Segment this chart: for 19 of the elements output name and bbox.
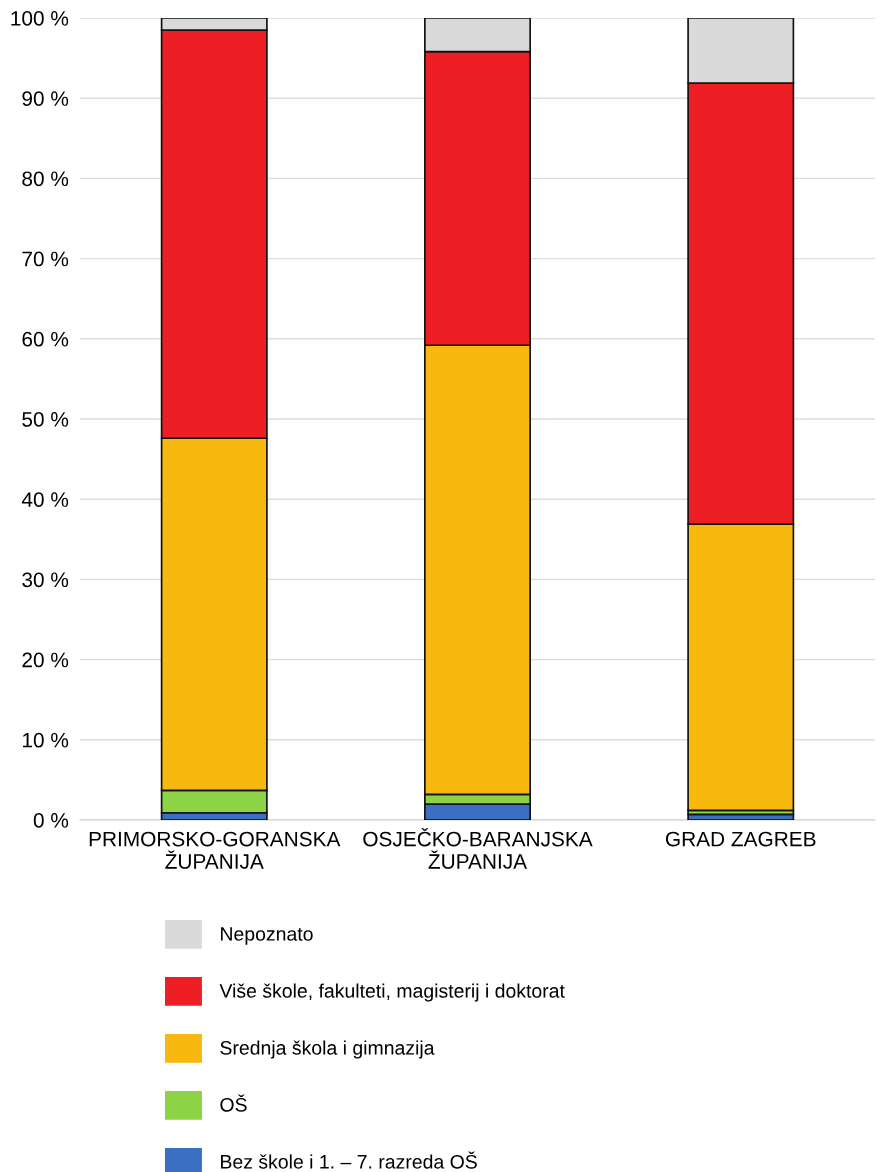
y-tick-label: 40 % [21, 492, 69, 507]
x-tick-label: GRAD ZAGREB [665, 831, 816, 847]
y-tick-label: 50 % [22, 412, 69, 427]
y-tick-label: 30 % [22, 572, 69, 588]
legend-label: Nepoznato [221, 927, 313, 945]
legend-label: OŠ [220, 1094, 247, 1112]
y-tick-label: 60 % [22, 331, 69, 347]
y-tick-label: 20 % [22, 652, 69, 668]
y-tick-label: 0 % [33, 813, 69, 828]
legend-label: Srednja škola i gimnazija [220, 1040, 435, 1059]
legend-label: Bez škole i 1. – 7. razreda OŠ [221, 1151, 477, 1169]
y-tick-label: 90 % [22, 91, 69, 106]
legend-label: Više škole, fakulteti, magisterij i doktorat [219, 983, 565, 1002]
y-tick-label: 80 % [22, 171, 69, 187]
y-tick-label: 70 % [22, 251, 69, 267]
y-tick-label: 10 % [22, 732, 69, 748]
x-tick-label: PRIMORSKO-GORANSKA ŽUPANIJA [89, 831, 341, 869]
y-tick-label: 100 % [11, 11, 69, 26]
x-tick-label: OSJEČKO-BARANJSKA ŽUPANIJA [363, 828, 593, 869]
